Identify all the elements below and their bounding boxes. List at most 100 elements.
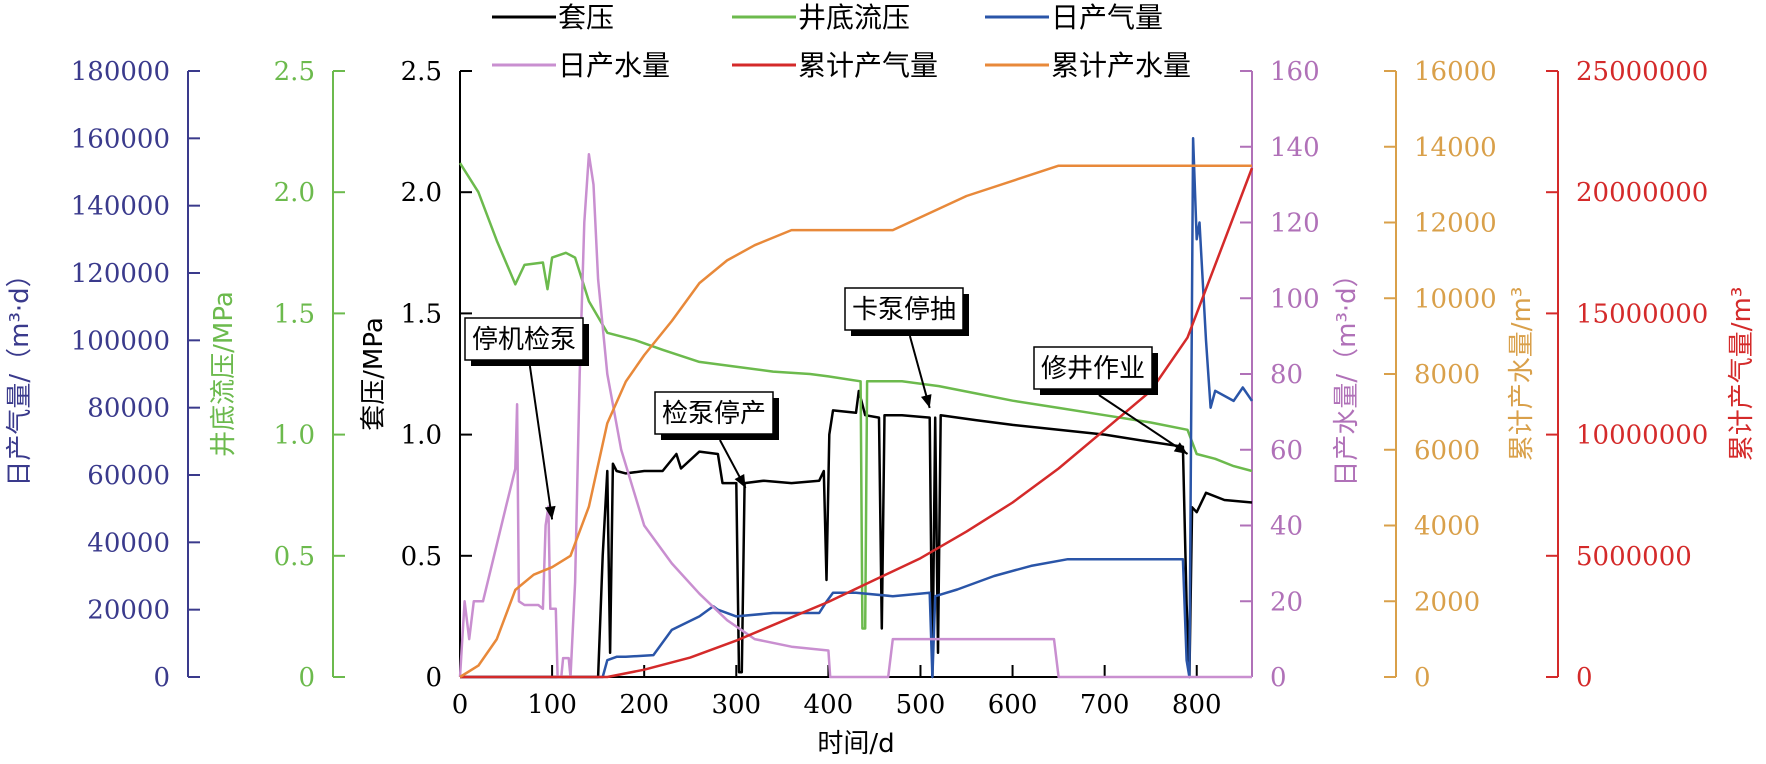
annotation-arrow (528, 365, 554, 520)
daily_gas-tick-label: 20000 (87, 596, 170, 626)
annotation-3: 修井作业 (1033, 346, 1189, 455)
cum_gas-tick-label: 25000000 (1576, 57, 1708, 87)
daily_water-axis-title: 日产水量/（m³·d） (1332, 261, 1362, 486)
annotation-box (1033, 346, 1153, 390)
bhfp-tick-label: 1.5 (274, 299, 315, 329)
daily_water-tick-label: 120 (1270, 209, 1320, 239)
cum_water-tick-label: 0 (1414, 663, 1431, 693)
cum_water-tick-label: 8000 (1414, 360, 1480, 390)
casing_pressure-tick-label: 1.5 (401, 299, 442, 329)
annotation-label: 停机检泵 (472, 325, 576, 355)
legend-label: 井底流压 (798, 1, 910, 34)
legend-item-2: 日产气量 (985, 1, 1163, 34)
legend-item-5: 累计产水量 (985, 49, 1191, 82)
x-tick-label: 500 (896, 690, 946, 720)
annotation-label: 修井作业 (1041, 354, 1145, 384)
casing_pressure-tick-label: 2.5 (401, 57, 442, 87)
daily_water-tick-label: 100 (1270, 284, 1320, 314)
annotation-0: 停机检泵 (464, 317, 589, 520)
cum_water-tick-label: 4000 (1414, 512, 1480, 542)
daily_gas-tick-label: 160000 (71, 124, 170, 154)
annotation-label: 卡泵停抽 (852, 295, 956, 325)
casing_pressure-axis: 0 0.5 1.0 1.5 2.0 2.5 套压/MPa (359, 57, 472, 693)
legend-label: 日产气量 (1051, 1, 1163, 34)
annotation-2: 卡泵停抽 (844, 287, 969, 409)
series-line-4 (460, 167, 1254, 679)
legend-label: 累计产水量 (1051, 49, 1191, 82)
daily_gas-axis-title: 日产气量/（m³·d） (5, 261, 35, 486)
daily_gas-tick-label: 140000 (71, 192, 170, 222)
bhfp-axis-title: 井底流压/MPa (209, 291, 239, 457)
cum_gas-tick-label: 10000000 (1576, 421, 1708, 451)
bhfp-tick-label: 2.0 (274, 178, 315, 208)
bhfp-tick-label: 0 (298, 663, 315, 693)
bhfp-tick-label: 0.5 (274, 542, 315, 572)
cum_water-tick-label: 14000 (1414, 133, 1497, 163)
daily_gas-tick-label: 120000 (71, 259, 170, 289)
bhfp-axis: 0 0.5 1.0 1.5 2.0 2.5 井底流压/MPa (209, 57, 345, 693)
cum_water-tick-label: 12000 (1414, 209, 1497, 239)
x-tick-label: 600 (988, 690, 1038, 720)
cum_gas-tick-label: 15000000 (1576, 299, 1708, 329)
x-tick-label: 300 (711, 690, 761, 720)
casing_pressure-tick-label: 0.5 (401, 542, 442, 572)
series-line-3 (458, 153, 1252, 679)
legend-label: 套压 (558, 1, 614, 34)
daily_gas-tick-label: 100000 (71, 326, 170, 356)
x-axis: 0 100 200 300 400 500 600 700 800 时间/d (452, 665, 1252, 759)
daily_gas-tick-label: 0 (153, 663, 170, 693)
legend-item-0: 套压 (492, 1, 614, 34)
series-line-0 (460, 389, 1253, 679)
annotation-arrowhead (734, 474, 746, 488)
x-tick-label: 700 (1080, 690, 1130, 720)
daily_gas-tick-label: 80000 (87, 394, 170, 424)
daily_gas-tick-label: 60000 (87, 461, 170, 491)
legend-label: 日产水量 (558, 49, 670, 82)
legend-label: 累计产气量 (798, 49, 938, 82)
daily_water-axis: 0 20 40 60 80 100 120 140 160 日产水量/（m³·d） (1240, 57, 1362, 693)
annotation-arrowhead (544, 505, 556, 520)
annotation-arrowhead (921, 394, 932, 408)
daily_gas-tick-label: 180000 (71, 57, 170, 87)
legend-item-3: 日产水量 (492, 49, 670, 82)
x-tick-label: 400 (804, 690, 854, 720)
daily_water-tick-label: 0 (1270, 663, 1287, 693)
annotation-label: 检泵停产 (662, 399, 766, 429)
daily_water-tick-label: 160 (1270, 57, 1320, 87)
annotation-arrowhead (1173, 442, 1188, 454)
legend-item-4: 累计产气量 (732, 49, 938, 82)
cum_gas-axis: 0 5000000 10000000 15000000 20000000 25000000… (1546, 57, 1757, 693)
legend-item-1: 井底流压 (732, 1, 910, 34)
annotation-1: 检泵停产 (654, 391, 779, 489)
daily_water-tick-label: 20 (1270, 587, 1303, 617)
daily_gas-axis: 0 20000 40000 60000 80000 100000 120000 140000 1… (5, 57, 200, 693)
bhfp-tick-label: 1.0 (274, 421, 315, 451)
series-line-5 (459, 164, 1252, 679)
cum_gas-tick-label: 0 (1576, 663, 1593, 693)
casing_pressure-tick-label: 0 (425, 663, 442, 693)
casing_pressure-tick-label: 1.0 (401, 421, 442, 451)
casing_pressure-tick-label: 2.0 (401, 178, 442, 208)
cum_gas-tick-label: 5000000 (1576, 542, 1692, 572)
x-tick-label: 200 (619, 690, 669, 720)
daily_water-tick-label: 40 (1270, 512, 1303, 542)
cum_water-tick-label: 16000 (1414, 57, 1497, 87)
cum_water-axis: 0 2000 4000 6000 8000 10000 12000 14000 16000 累计产… (1384, 57, 1537, 693)
series-line-2 (460, 137, 1254, 679)
x-tick-label: 0 (452, 690, 469, 720)
cum_water-tick-label: 6000 (1414, 436, 1480, 466)
daily_water-tick-label: 80 (1270, 360, 1303, 390)
annotation-box (654, 391, 774, 435)
x-tick-label: 100 (527, 690, 577, 720)
cum_water-axis-title: 累计产水量/m³ (1507, 287, 1537, 462)
bhfp-tick-label: 2.5 (274, 57, 315, 87)
cum_water-tick-label: 10000 (1414, 284, 1497, 314)
annotation-box (844, 287, 964, 331)
annotation-box (464, 317, 584, 361)
cum_gas-axis-title: 累计产气量/m³ (1727, 287, 1757, 462)
cum_water-tick-label: 2000 (1414, 587, 1480, 617)
casing_pressure-axis-title: 套压/MPa (359, 317, 389, 431)
x-tick-label: 800 (1172, 690, 1222, 720)
